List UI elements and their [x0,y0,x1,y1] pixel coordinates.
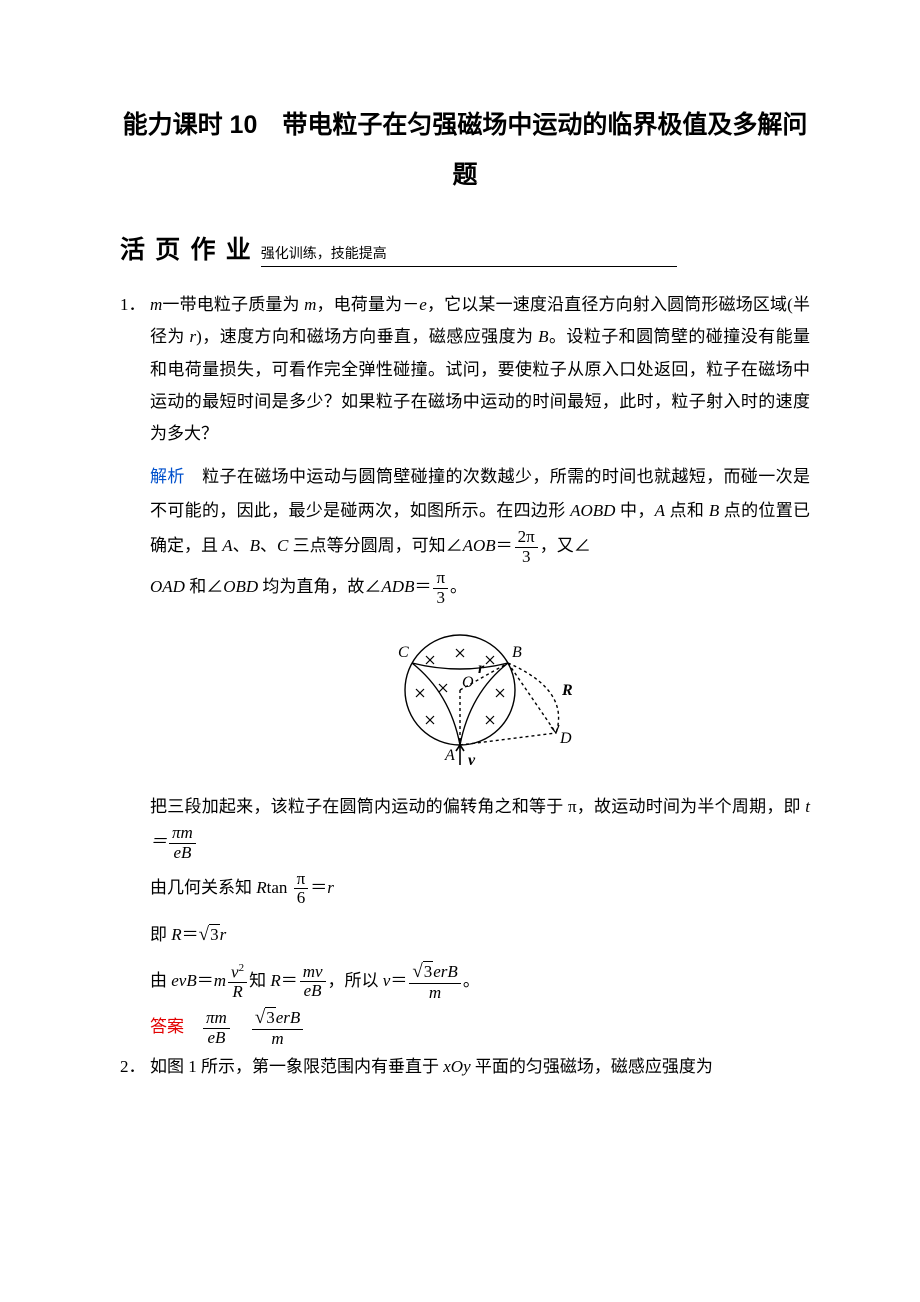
problem-number: 2． [120,1051,150,1083]
fraction: πmeB [203,1009,230,1047]
fraction: 2π3 [515,528,538,566]
analysis-label: 解析 [150,467,185,486]
page-title: 能力课时 10 带电粒子在匀强磁场中运动的临界极值及多解问题 [120,100,810,200]
problem-stem: m一带电粒子质量为 m，电荷量为－e，它以某一速度沿直径方向射入圆筒形磁场区域(… [150,289,810,450]
geom-quad: AOBD [570,501,615,520]
section-header: 活 页 作 业 强化训练，技能提高 [120,230,810,267]
fraction: πmeB [169,824,196,862]
diagram-svg: C B A D O r R v [370,615,590,770]
analysis-text-3: 把三段加起来，该粒子在圆筒内运动的偏转角之和等于 π，故运动时间为半个周期，即 [150,797,805,816]
problem-number: 1． [120,289,150,450]
svg-text:O: O [462,674,474,691]
fraction: v2R [228,962,247,1002]
analysis-block: 解析 粒子在磁场中运动与圆筒壁碰撞的次数越少，所需的时间也就越短，而碰一次是不可… [150,460,810,1048]
problem-stem: 如图 1 所示，第一象限范围内有垂直于 xOy 平面的匀强磁场，磁感应强度为 [150,1051,810,1083]
svg-text:B: B [512,644,522,661]
section-label: 活 页 作 业 [120,230,253,266]
svg-text:R: R [561,682,573,699]
problem-2: 2． 如图 1 所示，第一象限范围内有垂直于 xOy 平面的匀强磁场，磁感应强度… [120,1051,810,1083]
geometry-figure: C B A D O r R v [150,615,810,782]
fraction: √3erBm [409,962,460,1003]
sqrt-icon: √ [199,924,209,945]
svg-text:C: C [398,644,409,661]
fraction: π3 [433,569,448,607]
svg-text:r: r [478,660,485,677]
problem-1: 1． m一带电粒子质量为 m，电荷量为－e，它以某一速度沿直径方向射入圆筒形磁场… [120,289,810,450]
svg-text:v: v [468,752,476,769]
svg-text:A: A [444,747,455,764]
fraction: π6 [294,870,309,908]
section-subtitle: 强化训练，技能提高 [261,243,677,267]
fraction: √3erBm [252,1008,303,1049]
svg-text:D: D [559,730,572,747]
fraction: mveB [300,963,326,1001]
answer-label: 答案 [150,1017,184,1036]
